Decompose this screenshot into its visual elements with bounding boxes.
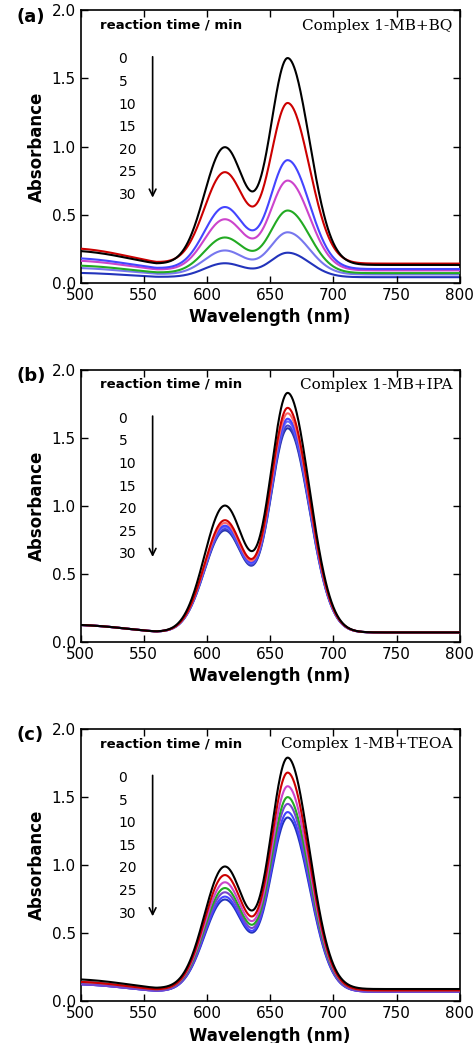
Text: 15: 15 [118, 120, 136, 135]
Text: 0: 0 [118, 412, 127, 426]
Text: 5: 5 [118, 75, 127, 89]
Text: 20: 20 [118, 862, 136, 875]
Text: Complex 1-MB+BQ: Complex 1-MB+BQ [302, 19, 452, 32]
Y-axis label: Absorbance: Absorbance [28, 451, 46, 561]
Text: reaction time / min: reaction time / min [100, 19, 242, 31]
Text: 20: 20 [118, 143, 136, 156]
Text: Complex 1-MB+IPA: Complex 1-MB+IPA [300, 378, 452, 392]
Y-axis label: Absorbance: Absorbance [28, 810, 46, 920]
Text: (b): (b) [16, 367, 46, 385]
Text: 30: 30 [118, 188, 136, 202]
X-axis label: Wavelength (nm): Wavelength (nm) [190, 1026, 351, 1043]
Text: 15: 15 [118, 480, 136, 493]
Text: 15: 15 [118, 839, 136, 853]
Text: reaction time / min: reaction time / min [100, 737, 242, 750]
Text: (c): (c) [16, 726, 43, 745]
Text: (a): (a) [16, 7, 45, 26]
Text: reaction time / min: reaction time / min [100, 378, 242, 391]
Text: 10: 10 [118, 457, 136, 471]
Text: 20: 20 [118, 502, 136, 516]
Text: 30: 30 [118, 548, 136, 561]
Text: Complex 1-MB+TEOA: Complex 1-MB+TEOA [281, 737, 452, 751]
X-axis label: Wavelength (nm): Wavelength (nm) [190, 308, 351, 326]
Text: 30: 30 [118, 906, 136, 921]
Text: 0: 0 [118, 52, 127, 67]
Text: 25: 25 [118, 525, 136, 539]
Text: 5: 5 [118, 794, 127, 807]
Text: 25: 25 [118, 166, 136, 179]
Text: 0: 0 [118, 771, 127, 785]
Text: 25: 25 [118, 884, 136, 898]
Y-axis label: Absorbance: Absorbance [28, 92, 46, 201]
Text: 5: 5 [118, 434, 127, 448]
X-axis label: Wavelength (nm): Wavelength (nm) [190, 668, 351, 685]
Text: 10: 10 [118, 817, 136, 830]
Text: 10: 10 [118, 98, 136, 112]
